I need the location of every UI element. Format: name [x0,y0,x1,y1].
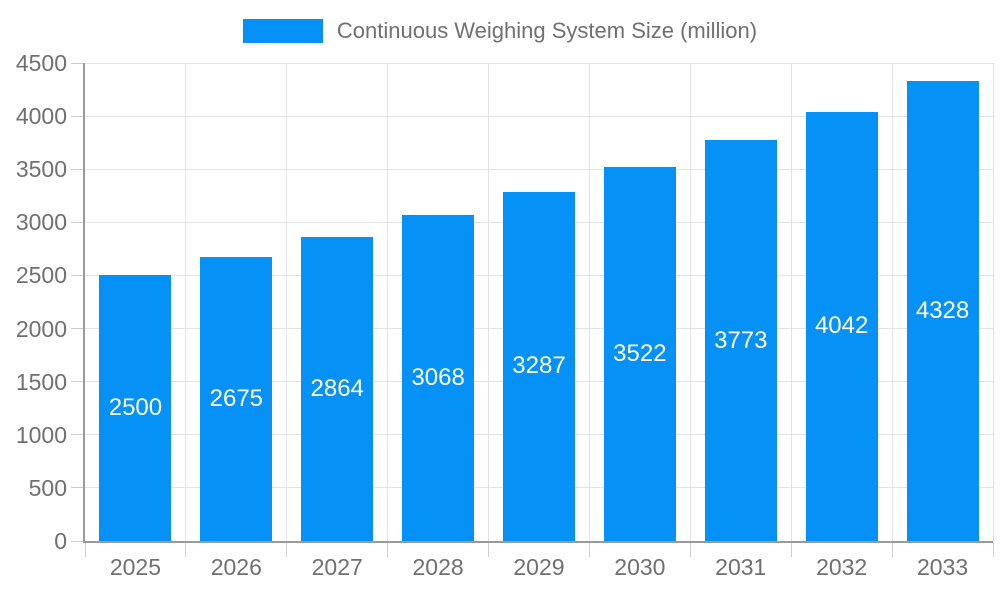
gridline-v [588,63,590,541]
x-tick-mark [84,543,86,557]
y-axis-line [83,63,85,543]
bar[interactable]: 3068 [402,215,475,541]
bar-value-label: 2675 [209,384,264,412]
bar[interactable]: 2675 [200,256,273,541]
legend-swatch [242,19,323,43]
y-tick-mark [71,381,85,383]
legend[interactable]: Continuous Weighing System Size (million… [0,16,1000,46]
bar-value-label: 3068 [411,364,465,392]
x-tick-mark [286,543,288,557]
bar-value-label: 3773 [714,326,768,354]
y-tick-label: 3500 [15,156,67,183]
x-axis-line [83,541,993,543]
x-tick-mark [387,543,389,557]
x-tick-mark [891,543,893,557]
x-tick-mark [790,543,792,557]
x-tick-label: 2030 [614,554,666,580]
bar[interactable]: 4042 [805,111,878,541]
x-tick-label: 2031 [715,554,767,580]
x-tick-label: 2025 [109,554,162,580]
x-tick-label: 2028 [412,554,464,580]
y-tick-mark [71,540,85,542]
x-tick-mark [588,543,590,557]
bar[interactable]: 3773 [704,140,777,541]
gridline-v [185,63,187,541]
y-tick-label: 2000 [15,315,67,342]
bar[interactable]: 2864 [301,236,374,541]
x-tick-label: 2026 [210,554,262,580]
bar-value-label: 4328 [915,297,970,325]
y-tick-label: 2500 [15,262,67,289]
y-tick-label: 500 [28,474,67,501]
x-tick-mark [488,543,490,557]
bar[interactable]: 2500 [99,275,172,541]
gridline-h [85,168,993,170]
gridline-v [488,63,490,541]
y-tick-label: 1500 [15,368,67,395]
x-tick-label: 2032 [816,554,868,580]
bar[interactable]: 3522 [603,166,676,541]
y-tick-mark [71,328,85,330]
y-tick-label: 0 [54,528,67,554]
bar[interactable]: 4328 [906,81,979,541]
y-tick-label: 4500 [15,50,67,76]
gridline-h [85,115,993,117]
x-tick-label: 2029 [513,554,565,580]
gridline-v [790,63,792,541]
bar-value-label: 3522 [613,339,667,367]
x-tick-mark [992,543,994,557]
x-tick-mark [689,543,691,557]
x-tick-label: 2033 [916,554,969,580]
legend-label: Continuous Weighing System Size (million… [336,18,758,43]
y-tick-mark [71,274,85,276]
x-tick-label: 2027 [311,554,363,580]
gridline-v [992,63,994,541]
y-tick-label: 3000 [15,209,67,236]
gridline-v [891,63,893,541]
gridline-v [387,63,389,541]
bar-value-label: 4042 [814,312,869,340]
gridline-v [689,63,691,541]
bar-value-label: 3287 [512,352,566,380]
bar[interactable]: 3287 [503,191,575,541]
y-tick-mark [71,434,85,436]
y-tick-label: 1000 [15,421,67,448]
bar-value-label: 2500 [108,394,163,422]
y-tick-label: 4000 [15,103,67,130]
y-tick-mark [71,115,85,117]
y-tick-mark [71,487,85,489]
gridline-h [85,62,993,64]
x-tick-mark [185,543,187,557]
gridline-v [286,63,288,541]
y-tick-mark [71,62,85,64]
bar-value-label: 2864 [310,374,364,402]
y-tick-mark [71,221,85,223]
y-tick-mark [71,168,85,170]
